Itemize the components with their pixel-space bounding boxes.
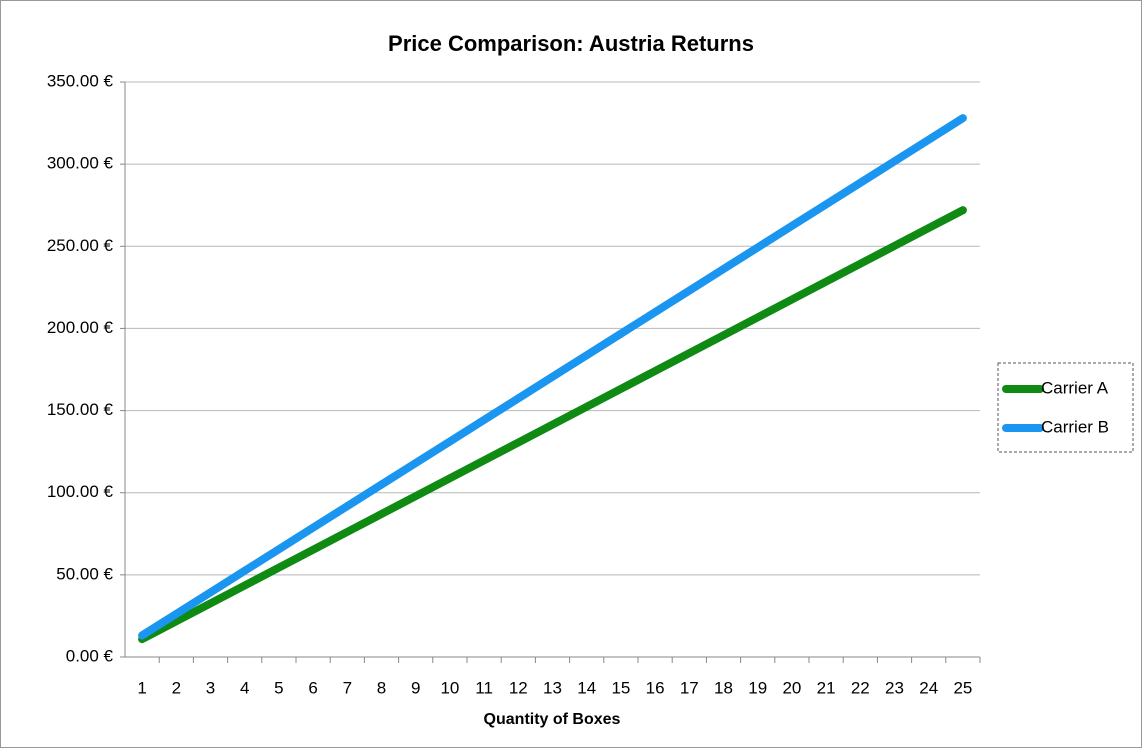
x-tick-label: 21 — [817, 678, 836, 697]
x-tick-label: 25 — [953, 678, 972, 697]
line-series — [138, 114, 967, 640]
y-tick-label: 100.00 € — [47, 482, 114, 501]
x-tick-label: 3 — [206, 678, 215, 697]
x-tick-label: 24 — [919, 678, 938, 697]
x-tick-label: 5 — [274, 678, 283, 697]
x-tick-label: 9 — [411, 678, 420, 697]
x-tick-label: 18 — [714, 678, 733, 697]
y-tick-label: 300.00 € — [47, 154, 114, 173]
x-axis-title: Quantity of Boxes — [484, 711, 621, 728]
y-tick-label: 250.00 € — [47, 236, 114, 255]
x-tick-label: 1 — [137, 678, 146, 697]
x-tick-label: 4 — [240, 678, 249, 697]
y-tick-label: 150.00 € — [47, 400, 114, 419]
x-tick-label: 20 — [782, 678, 801, 697]
x-tick-label: 23 — [885, 678, 904, 697]
chart-title: Price Comparison: Austria Returns — [388, 31, 754, 56]
legend-label: Carrier A — [1041, 378, 1109, 397]
x-tick-label: 10 — [440, 678, 459, 697]
legend-box — [997, 362, 1134, 453]
line-series — [138, 206, 967, 644]
x-tick-label: 17 — [680, 678, 699, 697]
x-tick-label: 15 — [611, 678, 630, 697]
x-tick-label: 6 — [308, 678, 317, 697]
x-tick-label: 8 — [377, 678, 386, 697]
y-tick-label: 200.00 € — [47, 318, 114, 337]
x-tick-label: 16 — [646, 678, 665, 697]
legend-label: Carrier B — [1041, 417, 1109, 436]
x-tick-label: 22 — [851, 678, 870, 697]
x-tick-label: 7 — [343, 678, 352, 697]
x-tick-label: 13 — [543, 678, 562, 697]
x-tick-label: 12 — [509, 678, 528, 697]
x-tick-label: 19 — [748, 678, 767, 697]
y-tick-label: 50.00 € — [56, 564, 113, 583]
y-tick-label: 0.00 € — [66, 646, 114, 665]
x-tick-label: 14 — [577, 678, 596, 697]
x-tick-label: 2 — [172, 678, 181, 697]
y-tick-label: 350.00 € — [47, 71, 114, 90]
x-tick-label: 11 — [475, 678, 493, 697]
